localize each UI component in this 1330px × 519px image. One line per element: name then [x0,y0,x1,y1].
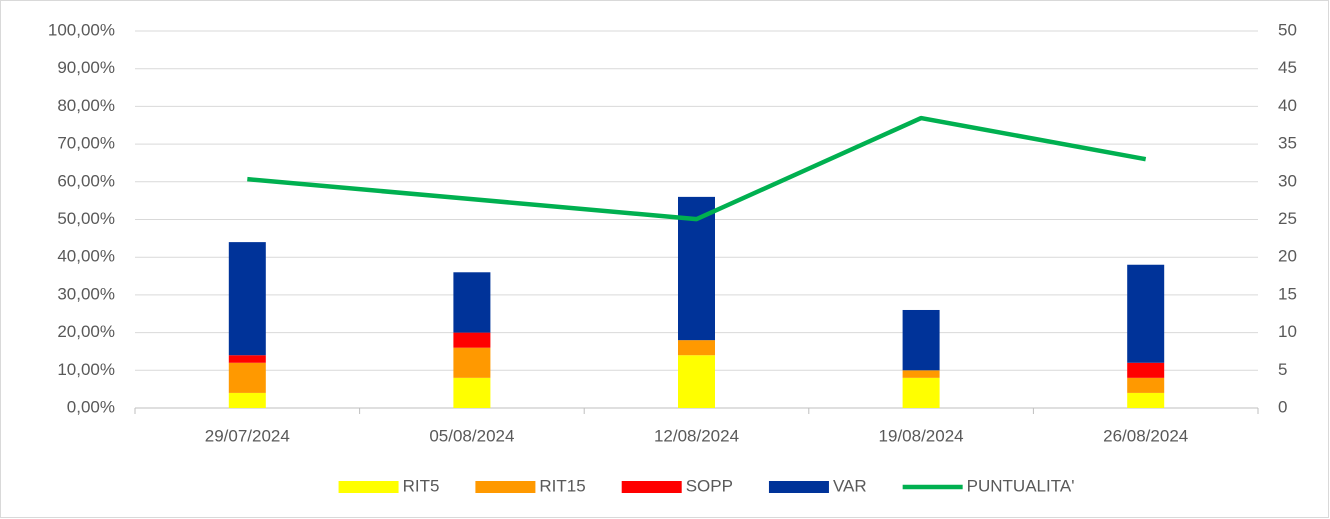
bar-segment [228,392,266,408]
legend-label: PUNTUALITA' [967,476,1075,495]
legend-label: SOPP [686,476,733,495]
y2-tick-label: 30 [1278,171,1297,190]
y2-tick-label: 10 [1278,322,1297,341]
bar-segment [228,362,266,393]
y-tick-label: 100,00% [48,20,115,39]
x-tick-label: 12/08/2024 [654,426,739,445]
bar-segment [678,355,715,408]
x-tick-label: 19/08/2024 [879,426,964,445]
bar-segment [902,377,940,408]
y2-tick-label: 50 [1278,20,1297,39]
y-tick-label: 60,00% [57,171,115,190]
y2-tick-label: 45 [1278,58,1297,77]
legend-label: RIT5 [403,476,440,495]
bar-segment [453,272,491,333]
y-tick-label: 70,00% [57,134,115,153]
bar-segment [453,332,491,348]
bar-segment [1127,362,1165,378]
bar-segment [228,242,266,356]
y-tick-label: 0,00% [67,397,115,416]
x-tick-label: 26/08/2024 [1103,426,1188,445]
legend-swatch [338,481,399,493]
x-tick-label: 29/07/2024 [205,426,290,445]
y2-tick-label: 0 [1278,397,1287,416]
y-tick-label: 90,00% [57,58,115,77]
bar-segment [1127,377,1165,393]
legend-swatch [475,481,536,493]
x-tick-label: 05/08/2024 [429,426,514,445]
legend-label: RIT15 [539,476,585,495]
bar-segment [453,347,491,378]
y-tick-label: 40,00% [57,247,115,266]
y-tick-label: 30,00% [57,284,115,303]
bar-segment [453,377,491,408]
bar-segment [1127,392,1165,408]
bar-segment [1127,264,1165,363]
bar-segment [902,309,940,371]
line-series [247,115,1147,222]
legend-swatch [621,481,682,493]
bar-segment [902,370,940,378]
y-tick-label: 50,00% [57,209,115,228]
y2-tick-label: 25 [1278,209,1297,228]
legend-swatch [768,481,829,493]
bar-segment [678,340,715,356]
y2-tick-label: 35 [1278,134,1297,153]
y-tick-label: 80,00% [57,96,115,115]
y2-tick-label: 5 [1278,360,1287,379]
y2-tick-label: 15 [1278,284,1297,303]
legend-label: VAR [833,476,867,495]
y-tick-label: 10,00% [57,360,115,379]
y2-tick-label: 20 [1278,247,1297,266]
bar-segment [228,355,266,363]
y2-tick-label: 40 [1278,96,1297,115]
y-tick-label: 20,00% [57,322,115,341]
